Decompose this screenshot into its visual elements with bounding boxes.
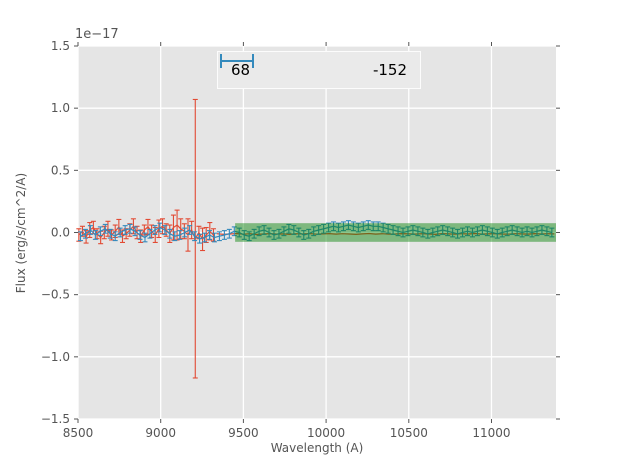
highlight-band [235,223,556,242]
series-line [80,224,553,240]
legend-label: -152 [372,60,407,79]
y-tick-label: −1.0 [41,350,70,364]
legend-item: -152 [220,54,407,79]
y-tick-label: −1.5 [41,412,70,426]
legend: 68 -152 [217,51,421,89]
y-tick-label: 1.0 [51,101,70,115]
x-tick-label: 9500 [228,426,259,440]
y-tick-label: 0.5 [51,163,70,177]
y-tick-label: 0.0 [51,226,70,240]
x-tick-label: 10500 [390,426,428,440]
y-axis-offset-text: 1e−17 [75,27,119,42]
y-tick-label: −0.5 [41,288,70,302]
x-axis-label: Wavelength (A) [270,441,364,455]
x-tick-label: 8500 [63,426,94,440]
errorbar-glyph-icon [220,54,254,68]
x-tick-label: 9000 [145,426,176,440]
x-tick-label: 10000 [307,426,345,440]
y-tick-label: 1.5 [51,39,70,53]
x-tick-label: 11000 [472,426,510,440]
y-axis-label: Flux (erg/s/cm^2/A) [14,172,28,294]
legend-label: 68 [231,60,251,79]
